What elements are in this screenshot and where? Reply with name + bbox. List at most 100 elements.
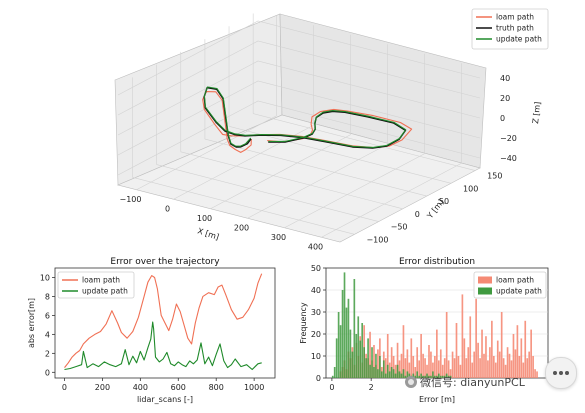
error-plot-legend: loam path update path <box>57 271 135 299</box>
hist-y-tick-label: 20 <box>311 330 321 339</box>
hist-bar-update-path <box>439 375 442 378</box>
hist-bar-loam-path <box>532 356 534 378</box>
hist-x-tick-label: 0 <box>329 383 334 392</box>
hist-bar-loam-path <box>437 360 440 378</box>
hist-bar-loam-path <box>422 353 424 378</box>
hist-bar-update-path <box>392 369 395 378</box>
hist-legend-label: loam path <box>496 276 534 285</box>
hist-bar-update-path <box>436 375 438 378</box>
hist-y-tick-label: 50 <box>311 264 321 273</box>
grid-line-3d-floor-x <box>247 143 388 219</box>
hist-bar-loam-path <box>402 325 405 378</box>
grid-line-3d-z <box>117 100 481 176</box>
error-plot-ylabel: abs error[m] <box>27 298 36 348</box>
floating-more-button[interactable] <box>545 357 577 389</box>
hist-bar-loam-path <box>388 362 391 378</box>
hist-bar-loam-path <box>426 364 428 378</box>
hist-bar-update-path <box>347 298 350 378</box>
hist-bar-loam-path <box>506 347 509 378</box>
hist-bar-update-path <box>428 375 430 378</box>
hist-bar-loam-path <box>459 364 462 378</box>
error-x-tick-label: 1000 <box>244 383 264 392</box>
hist-bar-loam-path <box>406 349 409 378</box>
hist-bar-update-path <box>335 338 338 378</box>
grid-line-3d-z <box>117 60 481 136</box>
hist-bar-update-path <box>408 373 411 378</box>
hist-y-tick-label: 0 <box>316 374 321 383</box>
hist-y-tick-label: 30 <box>311 308 321 317</box>
grid-line-3d-z <box>117 80 481 156</box>
hist-bar-loam-path <box>514 349 517 378</box>
hist-bar-loam-path <box>475 298 477 378</box>
grid-line-3d-z <box>117 40 481 116</box>
x-axis-label-3d: X [m] <box>196 226 220 241</box>
hist-bar-loam-path <box>396 342 399 378</box>
wechat-icon <box>405 376 417 388</box>
ticks-3d: 4003002001000−100−100−5005010015040200−2… <box>120 74 517 251</box>
hist-x-tick-label: 2 <box>369 383 374 392</box>
hist-bar-update-path <box>386 364 389 378</box>
hist-bar-loam-path <box>520 338 523 378</box>
y-tick-label-3d: 0 <box>415 210 420 219</box>
more-dot <box>565 371 569 375</box>
hist-bar-update-path <box>343 272 346 378</box>
y-tick-label-3d: −50 <box>391 223 408 232</box>
hist-bar-loam-path <box>512 334 515 378</box>
hist-bar-update-path <box>426 373 428 378</box>
hist-bar-loam-path <box>536 371 538 378</box>
grid-3d <box>117 13 481 238</box>
hist-bar-update-path <box>337 312 340 378</box>
hist-bar-loam-path <box>504 364 507 378</box>
grid-line-3d-floor-y <box>253 113 476 171</box>
hist-bar-loam-path <box>502 358 505 378</box>
hist-plot-legend: loam path update path <box>473 271 547 299</box>
hist-bar-update-path <box>443 375 446 378</box>
hist-bar-update-path <box>398 371 401 378</box>
z-tick-label-3d: −40 <box>500 154 517 163</box>
error-x-tick-label: 800 <box>209 383 224 392</box>
hist-bar-update-path <box>373 367 375 378</box>
hist-plot-bars <box>331 272 538 378</box>
hist-bar-loam-path <box>428 345 430 378</box>
hist-bar-loam-path <box>394 364 397 378</box>
hist-bar-loam-path <box>416 347 419 378</box>
hist-bar-loam-path <box>430 351 432 378</box>
more-dot <box>559 371 563 375</box>
series-line-update-path <box>203 86 407 148</box>
hist-bar-loam-path <box>373 345 375 378</box>
hist-bar-loam-path <box>494 362 497 378</box>
hist-bar-loam-path <box>524 320 527 378</box>
hist-bar-loam-path <box>443 358 446 378</box>
legend-3d-label: loam path <box>496 13 534 22</box>
hist-bar-loam-path <box>455 323 458 378</box>
trajectory-3d-plot: 4003002001000−100−100−5005010015040200−2… <box>114 8 549 251</box>
error-plot-ticks: 0 200 400 600 800 1000 0 2 4 6 8 10 <box>40 273 265 392</box>
error-legend-label: loam path <box>82 276 120 285</box>
y-axis-label-3d: Y [m] <box>425 198 446 221</box>
error-y-tick-label: 6 <box>45 311 50 320</box>
hist-bar-loam-path <box>487 360 489 378</box>
trajectory-3d-series <box>202 86 413 153</box>
watermark: 微信号: dianyunPCL <box>405 374 525 390</box>
hist-bar-loam-path <box>414 367 417 378</box>
grid-line-3d-floor-x <box>136 115 277 191</box>
hist-bar-update-path <box>388 371 391 378</box>
hist-bar-loam-path <box>508 353 511 378</box>
grid-line-3d-floor-y <box>204 138 427 197</box>
y-tick-label-3d: 150 <box>487 172 502 181</box>
hist-legend-swatch <box>478 287 492 295</box>
z-tick-label-3d: 20 <box>500 94 510 103</box>
hist-bar-loam-path <box>424 358 426 378</box>
error-x-tick-label: 0 <box>62 383 67 392</box>
hist-legend-label: update path <box>496 287 542 296</box>
error-y-tick-label: 8 <box>45 292 50 301</box>
hist-bar-loam-path <box>465 358 468 378</box>
hist-bar-loam-path <box>463 338 466 378</box>
legend-3d-label: truth path <box>496 24 534 33</box>
hist-bar-loam-path <box>432 362 434 378</box>
hist-bar-loam-path <box>485 336 487 378</box>
x-tick-label-3d: 300 <box>271 233 286 242</box>
grid-line-3d-floor-x <box>210 134 351 210</box>
hist-bar-update-path <box>359 340 362 378</box>
